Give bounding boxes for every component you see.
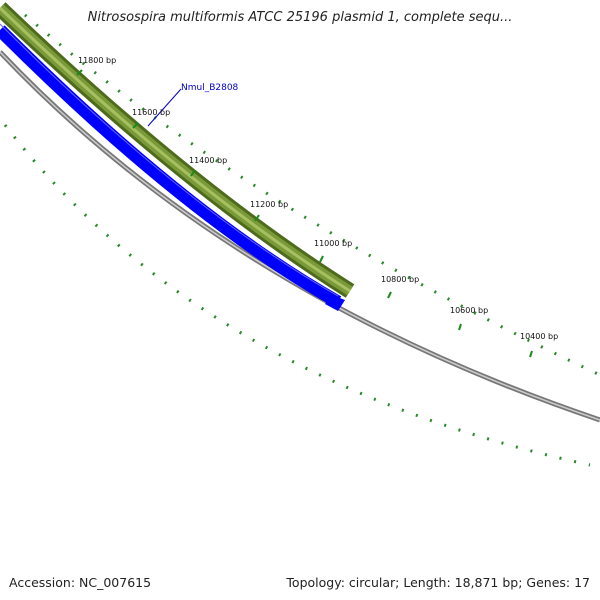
tick-mark	[190, 169, 196, 177]
gene-label-nmul-b2808[interactable]: Nmul_B2808	[181, 83, 239, 93]
gc-inner-track	[3, 124, 591, 467]
tick-label: 11400 bp	[189, 156, 227, 165]
tick-label: 11800 bp	[78, 56, 116, 65]
tick-label: 11000 bp	[314, 239, 352, 248]
tick-mark	[132, 122, 139, 129]
gene-reverse-strand[interactable]	[0, 25, 342, 308]
gene-reverse-arrowhead	[325, 295, 345, 311]
tick-mark	[254, 214, 260, 222]
backbone-ring-highlight	[0, 51, 600, 421]
accession-text: Accession: NC_007615	[9, 575, 152, 590]
gene-reverse-outline	[0, 23, 339, 297]
gene-label-leader	[147, 88, 182, 127]
topology-text: Topology: circular; Length: 18,871 bp; G…	[286, 575, 590, 590]
tick-mark	[529, 350, 533, 358]
tick-mark	[387, 291, 392, 299]
gene-forward-highlight	[0, 6, 351, 293]
coordinate-ticks	[76, 69, 533, 358]
tick-mark	[458, 323, 462, 331]
gc-outer-track	[24, 13, 600, 377]
gene-forward-strand[interactable]	[0, 2, 355, 298]
tick-mark	[319, 255, 324, 263]
coordinate-labels: 11800 bp 11600 bp 11400 bp 11200 bp 1100…	[78, 56, 558, 341]
tick-label: 10600 bp	[450, 306, 488, 315]
tick-label: 11600 bp	[132, 108, 170, 117]
tick-label: 11200 bp	[250, 200, 288, 209]
tick-label: 10800 bp	[381, 275, 419, 284]
tick-mark	[76, 69, 83, 76]
map-title: Nitrosospira multiformis ATCC 25196 plas…	[87, 10, 513, 25]
tick-label: 10400 bp	[520, 332, 558, 341]
